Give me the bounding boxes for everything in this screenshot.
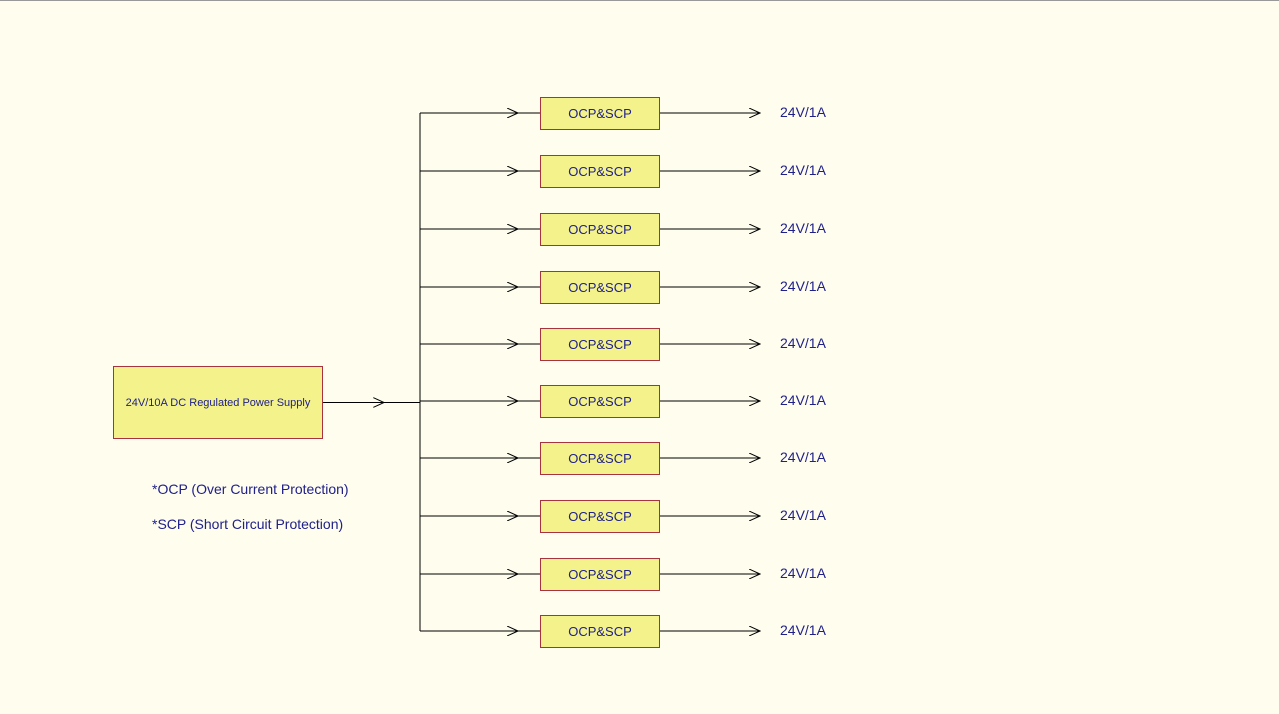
ocp-scp-label: OCP&SCP [568,164,632,179]
output-label: 24V/1A [780,162,826,178]
ocp-scp-box: OCP&SCP [540,328,660,361]
power-supply-box: 24V/10A DC Regulated Power Supply [113,366,323,439]
ocp-scp-label: OCP&SCP [568,624,632,639]
ocp-scp-box: OCP&SCP [540,271,660,304]
output-label: 24V/1A [780,565,826,581]
output-label: 24V/1A [780,392,826,408]
ocp-scp-box: OCP&SCP [540,558,660,591]
legend-note: *OCP (Over Current Protection) [152,481,349,497]
diagram-canvas: 24V/10A DC Regulated Power Supply OCP&SCP… [0,1,1279,714]
ocp-scp-box: OCP&SCP [540,385,660,418]
ocp-scp-label: OCP&SCP [568,222,632,237]
output-label: 24V/1A [780,335,826,351]
output-label: 24V/1A [780,278,826,294]
ocp-scp-label: OCP&SCP [568,451,632,466]
legend-note: *SCP (Short Circuit Protection) [152,516,343,532]
ocp-scp-label: OCP&SCP [568,567,632,582]
ocp-scp-label: OCP&SCP [568,509,632,524]
ocp-scp-box: OCP&SCP [540,155,660,188]
ocp-scp-label: OCP&SCP [568,106,632,121]
ocp-scp-label: OCP&SCP [568,337,632,352]
ocp-scp-box: OCP&SCP [540,97,660,130]
output-label: 24V/1A [780,104,826,120]
output-label: 24V/1A [780,622,826,638]
power-supply-label: 24V/10A DC Regulated Power Supply [126,397,311,409]
output-label: 24V/1A [780,220,826,236]
output-label: 24V/1A [780,449,826,465]
ocp-scp-box: OCP&SCP [540,213,660,246]
ocp-scp-box: OCP&SCP [540,442,660,475]
ocp-scp-box: OCP&SCP [540,615,660,648]
output-label: 24V/1A [780,507,826,523]
ocp-scp-label: OCP&SCP [568,280,632,295]
ocp-scp-label: OCP&SCP [568,394,632,409]
ocp-scp-box: OCP&SCP [540,500,660,533]
